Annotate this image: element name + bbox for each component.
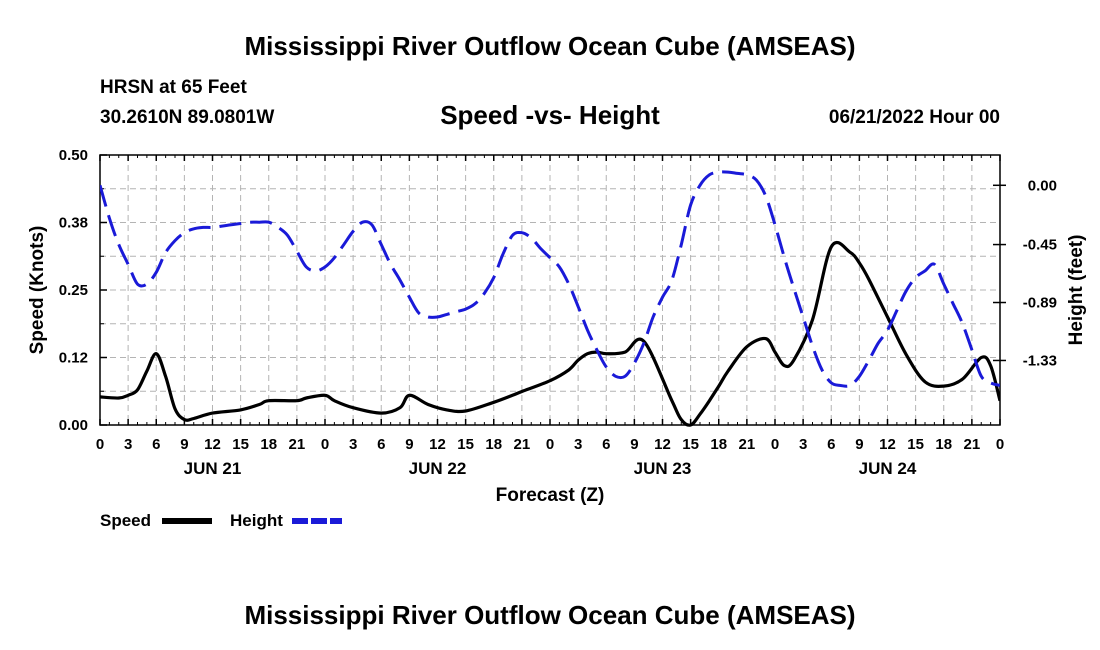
- y2-tick-label: -1.33: [1023, 352, 1057, 369]
- x-tick-label: 18: [710, 436, 727, 453]
- x-tick-label: 0: [771, 436, 779, 453]
- x-tick-label: 3: [799, 436, 807, 453]
- y2-tick-label: -0.45: [1023, 237, 1057, 254]
- x-tick-label: 6: [377, 436, 385, 453]
- legend-label-height: Height: [230, 511, 283, 530]
- x-tick-label: 21: [739, 436, 756, 453]
- legend-label-speed: Speed: [100, 511, 151, 530]
- y2-tick-label: -0.89: [1023, 295, 1057, 312]
- y-tick-label: 0.12: [59, 350, 88, 367]
- y-tick-label: 0.00: [59, 417, 88, 434]
- x-tick-label: 12: [654, 436, 671, 453]
- day-label: JUN 23: [634, 459, 692, 478]
- x-tick-label: 0: [996, 436, 1004, 453]
- y-tick-label: 0.38: [59, 215, 88, 232]
- x-tick-label: 21: [289, 436, 306, 453]
- x-tick-label: 12: [879, 436, 896, 453]
- x-axis-title: Forecast (Z): [496, 485, 605, 506]
- x-tick-label: 18: [260, 436, 277, 453]
- day-label: JUN 22: [409, 459, 467, 478]
- y-tick-label: 0.50: [59, 147, 88, 164]
- day-label: JUN 24: [859, 459, 917, 478]
- x-tick-label: 21: [964, 436, 981, 453]
- x-tick-label: 0: [321, 436, 329, 453]
- x-tick-label: 6: [602, 436, 610, 453]
- x-tick-label: 18: [935, 436, 952, 453]
- x-tick-label: 12: [429, 436, 446, 453]
- bottom-title: Mississippi River Outflow Ocean Cube (AM…: [244, 600, 856, 630]
- x-tick-label: 9: [405, 436, 413, 453]
- x-tick-label: 6: [827, 436, 835, 453]
- x-tick-label: 0: [96, 436, 104, 453]
- forecast-date: 06/21/2022 Hour 00: [828, 107, 1000, 128]
- x-tick-label: 9: [180, 436, 188, 453]
- x-tick-label: 15: [232, 436, 249, 453]
- x-tick-label: 15: [457, 436, 474, 453]
- x-tick-label: 3: [574, 436, 582, 453]
- x-tick-label: 3: [124, 436, 132, 453]
- station-label: HRSN at 65 Feet: [100, 77, 247, 98]
- y-tick-label: 0.25: [59, 282, 88, 299]
- x-tick-label: 15: [907, 436, 924, 453]
- x-tick-label: 12: [204, 436, 221, 453]
- y2-tick-label: 0.00: [1028, 177, 1057, 194]
- y-axis-title: Speed (Knots): [27, 226, 48, 355]
- series-line-height: [100, 170, 1000, 388]
- chart-subtitle: Speed -vs- Height: [440, 100, 660, 130]
- x-tick-label: 9: [855, 436, 863, 453]
- x-tick-label: 6: [152, 436, 160, 453]
- x-tick-label: 18: [485, 436, 502, 453]
- main-title: Mississippi River Outflow Ocean Cube (AM…: [244, 31, 856, 61]
- coordinates-label: 30.2610N 89.0801W: [100, 107, 275, 128]
- x-tick-label: 0: [546, 436, 554, 453]
- x-tick-label: 21: [514, 436, 531, 453]
- x-tick-label: 3: [349, 436, 357, 453]
- y2-axis-title: Height (feet): [1066, 235, 1087, 346]
- x-tick-label: 15: [682, 436, 699, 453]
- series-line-speed: [100, 240, 1000, 427]
- day-label: JUN 21: [184, 459, 242, 478]
- x-tick-label: 9: [630, 436, 638, 453]
